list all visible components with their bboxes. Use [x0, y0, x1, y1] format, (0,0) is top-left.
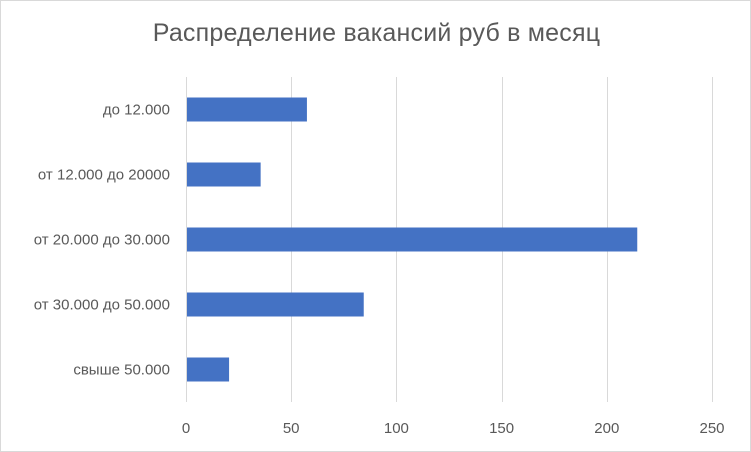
x-tick-label-200: 200 [594, 420, 619, 437]
x-tick-label-150: 150 [489, 420, 514, 437]
x-tick-label-250: 250 [699, 420, 724, 437]
bar-4 [187, 357, 230, 382]
x-tick-label-0: 0 [182, 420, 190, 437]
category-label-3: от 30.000 до 50.000 [34, 297, 170, 314]
x-tick-label-100: 100 [384, 420, 409, 437]
bar-2 [187, 227, 638, 252]
x-tick-label-50: 50 [283, 420, 300, 437]
chart-title: Распределение вакансий руб в месяц [152, 19, 601, 47]
bar-3 [187, 292, 364, 317]
category-label-0: до 12.000 [103, 102, 170, 119]
category-label-2: от 20.000 до 30.000 [34, 232, 170, 249]
category-label-1: от 12.000 до 20000 [38, 167, 170, 184]
bar-0 [187, 97, 307, 122]
bar-1 [187, 162, 261, 187]
category-label-4: свыше 50.000 [73, 362, 170, 379]
